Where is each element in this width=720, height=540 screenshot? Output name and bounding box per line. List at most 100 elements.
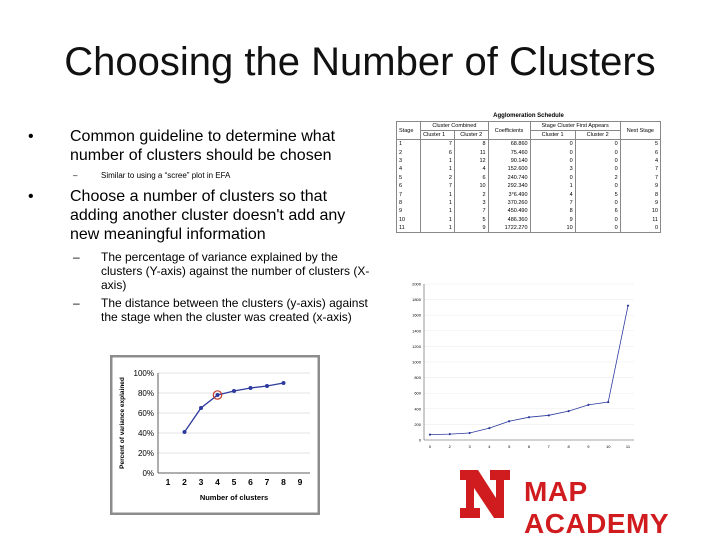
data-point [607,400,610,404]
agglomeration-schedule: Agglomeration Schedule Stage Cluster Com… [395,113,662,234]
group-header: Cluster Combined [420,121,489,131]
data-point [527,416,531,419]
x-tick-label: 7 [548,444,551,449]
y-tick-label: 1800 [412,297,422,302]
logo-text: MAP ACADEMY [524,476,670,539]
table-cell: 0 [574,156,621,166]
y-tick-label: 400 [414,406,421,411]
bullet-dot-icon: • [28,188,34,205]
bullet-text: Common guideline to determine what numbe… [70,128,336,164]
table-cell: 7 [420,139,455,149]
bullet-dot-icon: • [28,128,34,145]
y-tick-label: 60% [138,409,154,418]
y-tick-label: 1000 [412,360,422,365]
y-tick-label: 600 [414,391,421,396]
data-point [488,426,491,430]
y-tick-label: 20% [138,449,154,458]
group-header: Stage Cluster First Appears [529,121,621,131]
table-cell: 3 [453,198,489,208]
column-header: Cluster 2 [453,130,489,140]
column-header: Cluster 1 [529,130,576,140]
table-row: 4 1 4 152.600 3 0 7 [395,165,662,174]
x-tick-label: 4 [215,477,220,487]
table-cell: 5 [453,215,489,224]
table-cell: 1 [420,215,455,224]
bullet-item: • Choose a number of clusters so that ad… [28,187,378,244]
table-cell: 10 [619,207,662,216]
bullet-text: Choose a number of clusters so that addi… [70,188,346,243]
table-cell: 6 [453,173,489,182]
table-cell: 1 [420,190,455,199]
table-row: 3 1 12 90.140 0 0 4 [395,156,662,166]
data-point [215,393,220,397]
table-cell: 7 [529,198,576,208]
table-cell: 90.140 [487,156,531,166]
table-cell: 11 [453,148,489,157]
table-cell: 7 [395,190,422,199]
table-cell: 6 [395,181,422,191]
table-cell: 1 [420,198,455,208]
table-cell: 2 [574,173,621,182]
data-point [508,420,511,423]
table-cell: 0 [574,139,621,149]
data-point [232,389,236,393]
column-header: Cluster 2 [574,130,621,140]
table-cell: 0 [574,148,621,157]
table-cell: 6 [420,148,455,157]
table-cell: 8 [395,198,422,208]
x-tick-label: 5 [232,477,237,487]
x-tick-label: 7 [265,477,270,487]
x-tick-label: 9 [587,444,590,449]
table-cell: 292.340 [487,181,531,191]
data-point [428,433,432,436]
x-tick-label: 3 [468,444,471,449]
table-cell: 12 [453,156,489,166]
y-tick-label: 80% [138,389,154,398]
data-point [547,414,550,417]
y-tick-label: 0 [419,438,422,443]
table-row: 10 1 5 486.360 9 0 11 [395,215,662,224]
table-cell: 3 [395,156,422,166]
table-cell: 8 [529,207,576,216]
x-tick-label: 3 [199,477,204,487]
table-row: 11 1 9 1722.270 10 0 0 [395,223,662,234]
table-cell: 75.460 [487,148,531,157]
table-cell: 240.740 [487,173,531,182]
sub-bullet-text: Similar to using a “scree” plot in EFA [101,171,231,180]
table-cell: 68.860 [487,139,531,149]
x-axis-label: Number of clusters [200,493,268,502]
table-cell: 5 [574,190,621,199]
table-cell: 486.360 [487,215,531,224]
x-tick-label: 2 [182,477,187,487]
table-cell: 1 [420,207,455,216]
data-point [182,430,187,434]
series-line [429,305,629,436]
table-row: 5 2 6 240.740 0 2 7 [395,173,662,182]
bullet-list: • Common guideline to determine what num… [28,127,378,328]
x-tick-label: 1 [166,477,171,487]
agglomeration-coefficient-chart: 0 200 400 600 800 1000 1200 1400 1600 1800 2000 0 2 3… [412,282,634,449]
table-cell: 10 [453,181,489,191]
data-point [567,410,570,413]
table-cell: 9 [619,181,662,191]
table-cell: 2 [453,190,489,199]
table-cell: 3°6.490 [487,190,531,199]
data-point [265,384,269,388]
column-header: Stage [395,121,422,140]
table-cell: 0 [574,223,621,234]
table-cell: 10 [529,223,576,234]
table-title: Agglomeration Schedule [493,113,564,119]
highlight-marker [212,390,223,400]
y-axis-label: Percent of variance explained [119,377,126,469]
table-cell: 6 [574,207,621,216]
variance-explained-chart: 0% 20% 40% 60% 80% 100% 1 2 3 4 5 6 7 8 9 Number of clu… [110,355,320,515]
data-point [248,386,253,390]
map-academy-logo: MAP ACADEMY [458,468,688,539]
table-row: 8 1 3 370.260 7 0 9 [395,198,662,208]
column-header: Next Stage [619,121,662,140]
x-tick-label: 6 [528,444,531,449]
table-cell: 9 [529,215,576,224]
x-tick-label: 10 [606,444,611,449]
table-body: 1 7 8 68.860 0 0 5 2 6 11 75.460 0 0 6 3 1 12 90.140 0 0 4 4 1… [395,139,662,234]
table-row: 9 1 7 450.490 8 6 10 [395,207,662,216]
